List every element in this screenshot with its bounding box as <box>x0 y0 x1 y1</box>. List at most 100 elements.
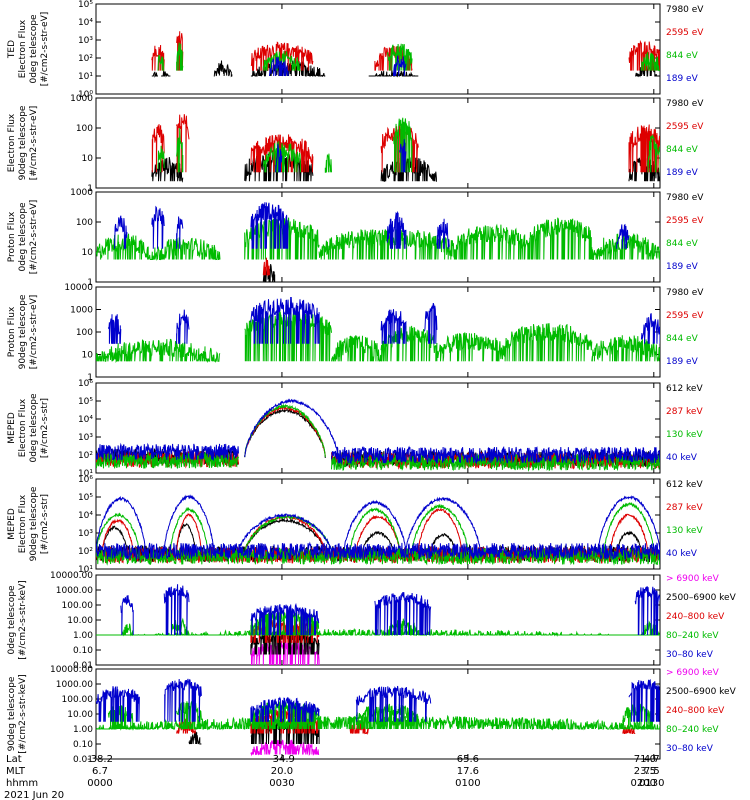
x-row-value: 20.0 <box>271 766 293 777</box>
legend-entry: 287 keV <box>666 503 703 513</box>
panel-frame <box>95 382 661 474</box>
series <box>120 584 660 636</box>
x-axis: Lat MLT hhmm 2021 Jun 20 -38.2 -34.9 65.6 4… <box>4 754 665 800</box>
series-layer <box>96 398 660 472</box>
y-tick-label: 1.00 <box>73 631 93 641</box>
y-tick-label: 10⁴ <box>78 415 93 425</box>
series-line <box>157 117 660 173</box>
y-tick-label: 10.00 <box>67 616 93 626</box>
y-tick-label: 100.00 <box>62 695 94 705</box>
y-tick-label: 1000 <box>70 306 93 316</box>
series <box>96 678 660 722</box>
legend-entry: 612 keV <box>666 384 703 394</box>
y-axis-label: 0deg telescope <box>7 585 17 655</box>
legend-entry: 40 keV <box>666 549 698 559</box>
series-line <box>96 309 660 364</box>
legend-entry: 80–240 keV <box>666 631 719 641</box>
x-row-label-lat: Lat <box>6 754 22 765</box>
legend-entry: 130 keV <box>666 430 703 440</box>
legend-entry: 40 keV <box>666 453 698 463</box>
y-tick-label: 10⁶ <box>78 475 93 485</box>
y-tick-label: 0.01 <box>73 661 93 671</box>
y-axis-label: Proton Flux <box>7 306 17 357</box>
series-layer <box>96 584 660 665</box>
y-axis-label: [#/cm2-s-str-eV] <box>29 200 39 275</box>
series-line <box>120 584 660 636</box>
y-tick-label: 10⁵ <box>78 397 93 407</box>
legend-entry: 7980 eV <box>666 99 704 109</box>
x-row-value: 6.7 <box>92 766 108 777</box>
y-axis-label: Electron Flux <box>7 113 17 172</box>
y-tick-label: 1000 <box>70 188 93 198</box>
x-row-value: 0130 <box>639 778 664 789</box>
series-line <box>269 55 407 77</box>
panel-3: 1 10 100 1000 Proton Flux 0deg telescope [#/cm… <box>7 188 704 288</box>
y-axis-label: MEPED <box>7 412 17 444</box>
y-tick-label: 10000 <box>64 283 93 293</box>
x-row-value: 0100 <box>455 778 480 789</box>
series-line <box>262 257 270 277</box>
legend-entry: 30–80 keV <box>666 650 714 660</box>
y-tick-label: 10⁰ <box>78 90 93 100</box>
legend-entry: > 6900 keV <box>666 668 720 678</box>
legend-entry: 2500–6900 keV <box>666 687 737 697</box>
y-axis-label: 0deg telescope <box>29 393 39 463</box>
legend-entry: 287 keV <box>666 407 703 417</box>
x-row-value: 0200 <box>631 778 656 789</box>
y-tick-label: 1000.00 <box>56 586 93 596</box>
y-tick-label: 10.00 <box>67 710 93 720</box>
legend-entry: 80–240 keV <box>666 725 719 735</box>
series <box>96 398 660 465</box>
series <box>96 700 660 731</box>
y-tick-label: 10² <box>78 54 93 64</box>
y-axis-label: [#/cm2-s-str] <box>40 494 50 554</box>
y-tick-label: 10⁶ <box>78 379 93 389</box>
series <box>176 708 636 735</box>
series-layer <box>151 31 660 78</box>
y-axis-label: [#/cm2-s-str-eV] <box>40 12 50 87</box>
y-tick-label: 10⁵ <box>78 0 93 10</box>
series-layer <box>96 678 660 757</box>
y-axis-label: [#/cm2-s-str-keV] <box>18 580 28 659</box>
y-tick-label: 10 <box>82 154 94 164</box>
y-tick-label: 10² <box>78 547 93 557</box>
x-row-value: -38.2 <box>87 754 113 765</box>
x-row-label-mlt: MLT <box>6 766 26 777</box>
y-tick-label: 100 <box>76 124 93 134</box>
y-axis-label: 90deg telescope <box>29 486 39 561</box>
x-row-value: 7.5 <box>644 766 660 777</box>
legend-entry: 7980 eV <box>666 5 704 15</box>
x-row-value: 0030 <box>269 778 294 789</box>
legend-entry: 240–800 keV <box>666 706 725 716</box>
y-axis-label: 0deg telescope <box>18 202 28 272</box>
legend-entry: 30–80 keV <box>666 744 714 754</box>
y-tick-label: 10⁵ <box>78 493 93 503</box>
x-row-value: 23.5 <box>634 766 656 777</box>
legend-entry: 844 eV <box>666 239 699 249</box>
legend-entry: 2500–6900 keV <box>666 593 737 603</box>
series-line <box>96 494 660 561</box>
series-line <box>176 708 636 735</box>
x-row-value: 65.6 <box>457 754 479 765</box>
y-tick-label: 0.10 <box>73 740 93 750</box>
y-axis-label: [#/cm2-s-str-eV] <box>29 295 39 370</box>
y-axis-label: 90deg telescope <box>18 294 28 369</box>
series-line <box>114 202 630 249</box>
series <box>262 257 270 277</box>
legend-entry: 844 eV <box>666 51 699 61</box>
panel-8: 0.01 0.10 1.00 10.00 100.00 1000.00 10000.00 90… <box>7 665 737 765</box>
panel-2: 1 10 100 1000 Electron Flux 90deg telescope [#… <box>7 94 704 194</box>
legend-entry: 130 keV <box>666 526 703 536</box>
y-tick-label: 100.00 <box>62 601 94 611</box>
y-tick-label: 1 <box>87 184 93 194</box>
panel-6: 10¹ 10² 10³ 10⁴ 10⁵ 10⁶ MEPED Electron Flux 90de… <box>7 475 703 575</box>
y-axis-label: Electron Flux <box>18 398 28 457</box>
legend-entry: 612 keV <box>666 480 703 490</box>
series-line <box>96 700 660 731</box>
x-row-value: 17.6 <box>457 766 479 777</box>
legend-entry: 844 eV <box>666 334 699 344</box>
series-layer <box>96 494 660 566</box>
legend-entry: 844 eV <box>666 145 699 155</box>
